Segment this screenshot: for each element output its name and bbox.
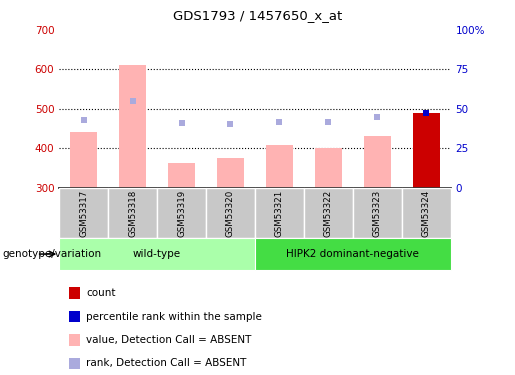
- Bar: [69, 334, 80, 346]
- Bar: [266, 145, 293, 188]
- Text: GSM53320: GSM53320: [226, 190, 235, 237]
- Bar: [217, 158, 244, 188]
- Text: genotype/variation: genotype/variation: [3, 249, 101, 259]
- Bar: [69, 287, 80, 299]
- Text: GSM53321: GSM53321: [275, 190, 284, 237]
- Bar: [157, 188, 206, 238]
- Bar: [59, 188, 108, 238]
- Bar: [255, 188, 304, 238]
- Text: rank, Detection Call = ABSENT: rank, Detection Call = ABSENT: [87, 358, 247, 368]
- Bar: [119, 65, 146, 188]
- Text: GSM53323: GSM53323: [373, 190, 382, 237]
- Text: GSM53322: GSM53322: [324, 190, 333, 237]
- Text: GSM53318: GSM53318: [128, 190, 137, 237]
- Bar: [206, 188, 255, 238]
- Bar: [402, 188, 451, 238]
- Text: GDS1793 / 1457650_x_at: GDS1793 / 1457650_x_at: [173, 9, 342, 22]
- Bar: [168, 163, 195, 188]
- Bar: [413, 112, 440, 188]
- Bar: [304, 188, 353, 238]
- Bar: [59, 238, 255, 270]
- Text: percentile rank within the sample: percentile rank within the sample: [87, 312, 262, 322]
- Bar: [255, 238, 451, 270]
- Text: GSM53319: GSM53319: [177, 190, 186, 237]
- Bar: [364, 136, 391, 188]
- Text: GSM53324: GSM53324: [422, 190, 431, 237]
- Bar: [108, 188, 157, 238]
- Text: GSM53317: GSM53317: [79, 190, 88, 237]
- Bar: [353, 188, 402, 238]
- Bar: [69, 357, 80, 369]
- Bar: [315, 148, 342, 188]
- Text: HIPK2 dominant-negative: HIPK2 dominant-negative: [286, 249, 419, 259]
- Bar: [69, 311, 80, 322]
- Text: value, Detection Call = ABSENT: value, Detection Call = ABSENT: [87, 335, 252, 345]
- Bar: [70, 132, 97, 188]
- Text: wild-type: wild-type: [133, 249, 181, 259]
- Text: count: count: [87, 288, 116, 298]
